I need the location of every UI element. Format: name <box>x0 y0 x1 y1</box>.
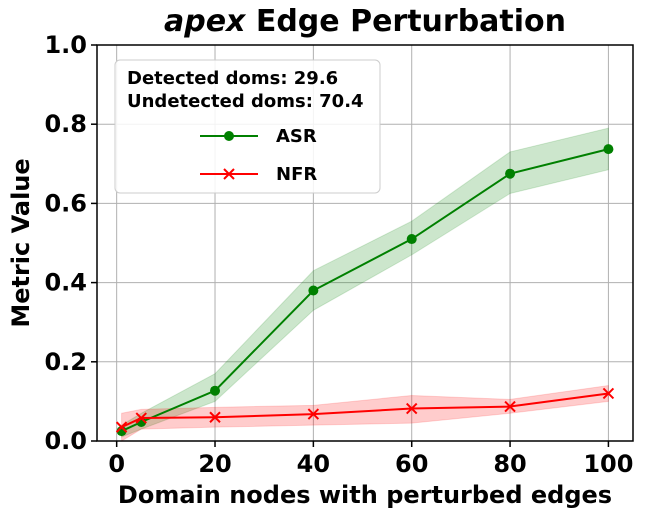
point <box>210 385 221 396</box>
point <box>115 421 128 433</box>
point <box>209 411 221 423</box>
point <box>602 387 615 400</box>
annotation: Detected doms: 29.6 <box>127 68 338 89</box>
x-tick-label: 80 <box>493 450 526 478</box>
point <box>135 412 147 424</box>
point <box>505 168 516 179</box>
confidence-band <box>121 127 609 438</box>
x-tick-label: 60 <box>395 450 428 478</box>
y-tick-label: 0.8 <box>44 110 87 138</box>
y-tick-label: 0.6 <box>44 189 87 217</box>
legend-marker <box>224 131 234 141</box>
title-text: Edge Perturbation <box>256 4 566 39</box>
legend-label: NFR <box>276 164 317 185</box>
point <box>504 400 516 413</box>
title-emphasis: apex <box>164 4 247 39</box>
x-tick-label: 20 <box>198 450 231 478</box>
chart-title: apex Edge Perturbation <box>164 4 566 39</box>
point <box>406 402 418 415</box>
x-axis-label: Domain nodes with perturbed edges <box>118 481 612 509</box>
point <box>307 408 320 420</box>
x-tick-label: 40 <box>297 450 330 478</box>
y-tick-label: 0.2 <box>44 348 87 376</box>
y-axis-label: Metric Value <box>7 158 35 327</box>
point <box>308 285 319 296</box>
confidence-band <box>121 384 609 442</box>
point <box>406 234 417 245</box>
annotation: Undetected doms: 70.4 <box>127 91 364 112</box>
plot-frame <box>96 44 634 442</box>
y-tick-label: 1.0 <box>44 31 87 59</box>
point <box>603 144 614 155</box>
y-tick-label: 0.4 <box>44 269 87 297</box>
y-tick-label: 0.0 <box>44 427 87 455</box>
legend-marker <box>223 168 235 180</box>
x-tick-label: 100 <box>583 450 633 478</box>
legend-label: ASR <box>276 126 317 147</box>
x-tick-label: 0 <box>108 450 125 478</box>
legend <box>114 59 381 194</box>
